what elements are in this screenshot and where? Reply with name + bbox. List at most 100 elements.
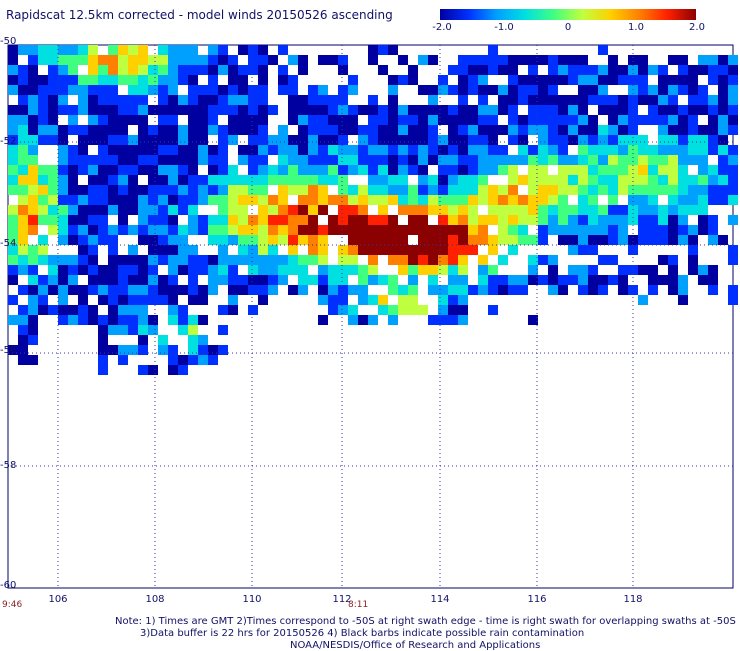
wind-difference-cell (348, 75, 358, 85)
wind-difference-cell (218, 265, 228, 275)
wind-difference-cell (538, 115, 548, 125)
wind-difference-cell (228, 105, 238, 115)
wind-difference-cell (28, 205, 38, 215)
wind-difference-cell (38, 195, 48, 205)
wind-difference-cell (148, 65, 158, 75)
wind-difference-cell (288, 215, 298, 225)
wind-difference-cell (138, 155, 148, 165)
wind-difference-cell (28, 295, 38, 305)
wind-difference-cell (478, 275, 488, 285)
wind-difference-cell (388, 235, 398, 245)
wind-difference-cell (218, 235, 228, 245)
wind-difference-cell (668, 285, 678, 295)
wind-difference-cell (358, 215, 368, 225)
wind-difference-cell (558, 155, 568, 165)
wind-difference-cell (248, 275, 258, 285)
wind-difference-cell (568, 155, 578, 165)
wind-difference-cell (728, 195, 738, 205)
wind-difference-cell (608, 155, 618, 165)
wind-difference-cell (378, 225, 388, 235)
wind-difference-cell (578, 205, 588, 215)
wind-difference-cell (468, 175, 478, 185)
wind-difference-cell (508, 105, 518, 115)
lon-label: 118 (623, 594, 643, 605)
wind-difference-cell (238, 275, 248, 285)
wind-difference-cell (388, 105, 398, 115)
wind-difference-cell (88, 185, 98, 195)
wind-difference-cell (158, 255, 168, 265)
wind-difference-cell (188, 205, 198, 215)
wind-difference-cell (688, 235, 698, 245)
wind-difference-cell (88, 65, 98, 75)
wind-difference-cell (348, 245, 358, 255)
wind-difference-cell (588, 185, 598, 195)
wind-difference-cell (168, 245, 178, 255)
wind-difference-cell (688, 265, 698, 275)
wind-difference-cell (118, 195, 128, 205)
wind-difference-cell (488, 105, 498, 115)
footer-note: Note: 1) Times are GMT 2)Times correspon… (115, 616, 736, 627)
wind-difference-cell (618, 215, 628, 225)
wind-difference-cell (88, 225, 98, 235)
wind-difference-cell (138, 65, 148, 75)
wind-difference-cell (198, 225, 208, 235)
wind-difference-cell (358, 245, 368, 255)
wind-difference-cell (228, 135, 238, 145)
wind-difference-cell (448, 265, 458, 275)
wind-difference-cell (138, 285, 148, 295)
wind-difference-cell (138, 335, 148, 345)
wind-difference-cell (368, 295, 378, 305)
wind-difference-cell (508, 115, 518, 125)
wind-difference-cell (408, 215, 418, 225)
wind-difference-cell (48, 305, 58, 315)
wind-difference-cell (308, 175, 318, 185)
footer-credit: NOAA/NESDIS/Office of Research and Appli… (290, 640, 541, 651)
wind-difference-cell (668, 85, 678, 95)
wind-difference-cell (98, 125, 108, 135)
wind-difference-cell (238, 45, 248, 55)
wind-difference-cell (208, 215, 218, 225)
wind-difference-cell (108, 125, 118, 135)
wind-difference-cell (678, 215, 688, 225)
wind-difference-cell (218, 225, 228, 235)
wind-difference-cell (248, 185, 258, 195)
wind-difference-cell (268, 195, 278, 205)
wind-difference-cell (288, 245, 298, 255)
wind-difference-cell (298, 105, 308, 115)
wind-difference-cell (348, 225, 358, 235)
wind-difference-cell (228, 55, 238, 65)
wind-difference-cell (88, 175, 98, 185)
wind-difference-cell (268, 255, 278, 265)
wind-difference-cell (358, 185, 368, 195)
wind-difference-cell (148, 185, 158, 195)
wind-difference-cell (508, 95, 518, 105)
wind-difference-cell (18, 115, 28, 125)
wind-difference-cell (18, 215, 28, 225)
wind-difference-cell (378, 245, 388, 255)
wind-difference-cell (718, 105, 728, 115)
wind-difference-cell (138, 215, 148, 225)
wind-difference-cell (28, 65, 38, 75)
wind-difference-cell (168, 95, 178, 105)
wind-difference-cell (118, 185, 128, 195)
wind-difference-cell (128, 345, 138, 355)
wind-difference-cell (358, 165, 368, 175)
wind-difference-cell (578, 215, 588, 225)
wind-difference-cell (348, 215, 358, 225)
wind-difference-cell (278, 185, 288, 195)
wind-difference-cell (608, 105, 618, 115)
wind-difference-cell (538, 55, 548, 65)
wind-difference-cell (378, 205, 388, 215)
wind-difference-cell (318, 245, 328, 255)
wind-difference-cell (88, 205, 98, 215)
wind-difference-cell (558, 115, 568, 125)
wind-difference-cell (28, 255, 38, 265)
wind-difference-cell (38, 165, 48, 175)
wind-difference-cell (478, 115, 488, 125)
wind-difference-cell (398, 155, 408, 165)
wind-difference-cell (548, 115, 558, 125)
wind-difference-cell (228, 295, 238, 305)
wind-difference-cell (168, 255, 178, 265)
wind-difference-cell (458, 95, 468, 105)
wind-difference-cell (618, 65, 628, 75)
